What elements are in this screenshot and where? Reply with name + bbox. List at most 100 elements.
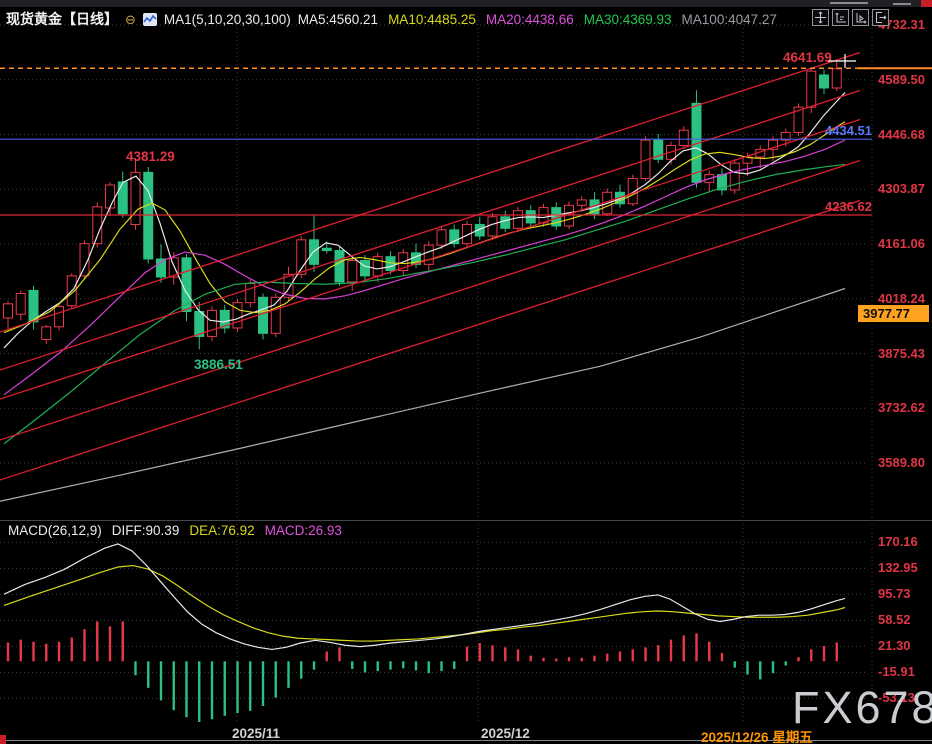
candle-body — [780, 131, 791, 141]
ma-value-label: MA20:4438.66 — [485, 12, 574, 27]
ma-line-ma100 — [0, 287, 846, 502]
candle-body — [207, 309, 217, 337]
macd-bar — [810, 649, 813, 662]
macd-bar — [733, 661, 736, 668]
macd-bar — [771, 661, 775, 674]
macd-bar — [631, 649, 634, 662]
exit-chart-icon[interactable] — [872, 9, 889, 26]
candle-body — [15, 292, 26, 315]
macd-bar — [210, 661, 214, 720]
candle-body — [130, 171, 141, 225]
bottom-frame-line — [0, 740, 932, 741]
chart-header: 现货黄金 【日线】 ⊖ MA1(5,10,20,30,100) MA5:4560.… — [6, 9, 787, 29]
move-tool-icon[interactable] — [812, 9, 829, 26]
candle-body — [41, 326, 52, 340]
macd-bar — [606, 653, 609, 662]
time-axis[interactable]: 2025/11 2025/12 2025/12/26 星期五 — [0, 722, 932, 744]
macd-chart[interactable] — [0, 520, 932, 722]
macd-axis-label: 21.30 — [878, 638, 911, 654]
macd-bar — [325, 651, 328, 662]
candle-body — [117, 181, 128, 215]
fx678-watermark: FX678 — [792, 682, 932, 733]
macd-bar — [134, 661, 137, 676]
macd-bar — [172, 661, 175, 711]
macd-bar — [440, 661, 443, 672]
main-price-chart[interactable]: 4434.51 4236.62 4641.69 4381.29 3886.51 — [0, 16, 932, 522]
macd-bar — [427, 661, 430, 674]
window-top-strip — [0, 0, 932, 7]
price-annotation: 3886.51 — [194, 357, 243, 372]
macd-bar — [555, 658, 558, 662]
candle-body — [296, 239, 307, 275]
ma-value-label: MA10:4485.25 — [388, 12, 476, 27]
macd-bar — [19, 639, 22, 662]
panel-separator[interactable] — [0, 520, 932, 521]
macd-bar — [287, 661, 290, 688]
ma-line-ma10 — [3, 121, 846, 334]
y-axis-scale-icon[interactable] — [832, 9, 849, 26]
macd-axis-label: -15.91 — [878, 664, 915, 680]
macd-bar — [351, 661, 354, 669]
candle-body — [334, 250, 345, 283]
macd-bar — [516, 649, 520, 662]
candle-body — [768, 139, 778, 150]
chart-toolbar — [812, 9, 889, 26]
price-axis-label: 4446.68 — [878, 126, 925, 142]
price-axis-label: 4303.87 — [878, 181, 925, 197]
candle-body — [436, 229, 447, 246]
price-level-label: 4434.51 — [825, 123, 872, 138]
diff-line — [3, 543, 846, 651]
x-axis-scale-icon[interactable] — [852, 9, 869, 26]
window-close-fragment[interactable] — [921, 0, 932, 7]
candle-body — [462, 223, 472, 245]
macd-bar — [274, 661, 277, 698]
price-axis-label: 3875.43 — [878, 345, 925, 361]
candle-body — [831, 68, 842, 89]
macd-bar — [746, 661, 749, 675]
candle-body — [92, 206, 103, 245]
candle-body — [79, 243, 90, 277]
macd-bar — [6, 642, 10, 662]
toolbar-fragment — [830, 2, 868, 4]
candle-body — [245, 283, 256, 304]
dea-line — [3, 564, 846, 642]
price-axis-label: 4732.31 — [878, 17, 925, 32]
candle-body — [232, 302, 243, 329]
macd-bar — [708, 641, 711, 662]
macd-bar — [593, 655, 596, 662]
macd-bar — [453, 661, 456, 669]
candle-body — [653, 139, 664, 160]
macd-histogram-layer — [6, 621, 838, 722]
candle-body — [143, 171, 154, 260]
macd-bar — [70, 637, 73, 662]
macd-bar — [83, 629, 86, 662]
period-label: 【日线】 — [62, 11, 118, 27]
macd-bar — [32, 641, 35, 662]
candle-body — [678, 129, 689, 146]
trend-line — [0, 199, 861, 481]
macd-dea-value: DEA:76.92 — [189, 523, 255, 538]
candle-body — [105, 184, 115, 209]
trend-line — [0, 89, 861, 371]
macd-bar — [695, 633, 698, 662]
macd-header: MACD(26,12,9) DIFF:90.39 DEA:76.92 MACD:26.… — [8, 523, 352, 538]
macd-bar — [491, 645, 494, 662]
macd-bar — [835, 642, 838, 662]
candles-layer — [3, 59, 842, 350]
candle-body — [513, 210, 523, 229]
macd-bar — [300, 661, 303, 679]
macd-bar — [363, 661, 367, 673]
macd-bar — [198, 661, 201, 722]
candle-body — [474, 223, 485, 237]
candle-body — [321, 247, 332, 252]
macd-bar — [223, 661, 226, 716]
candlestick-mini-icon[interactable] — [142, 12, 157, 26]
macd-bar — [644, 647, 647, 662]
main-grid — [0, 16, 873, 522]
macd-bar — [402, 661, 405, 669]
macd-bar — [45, 643, 48, 662]
candle-body — [156, 258, 166, 278]
macd-axis-label: 132.95 — [878, 560, 918, 576]
collapse-icon[interactable]: ⊖ — [125, 11, 136, 27]
price-level-label: 4236.62 — [825, 199, 872, 214]
